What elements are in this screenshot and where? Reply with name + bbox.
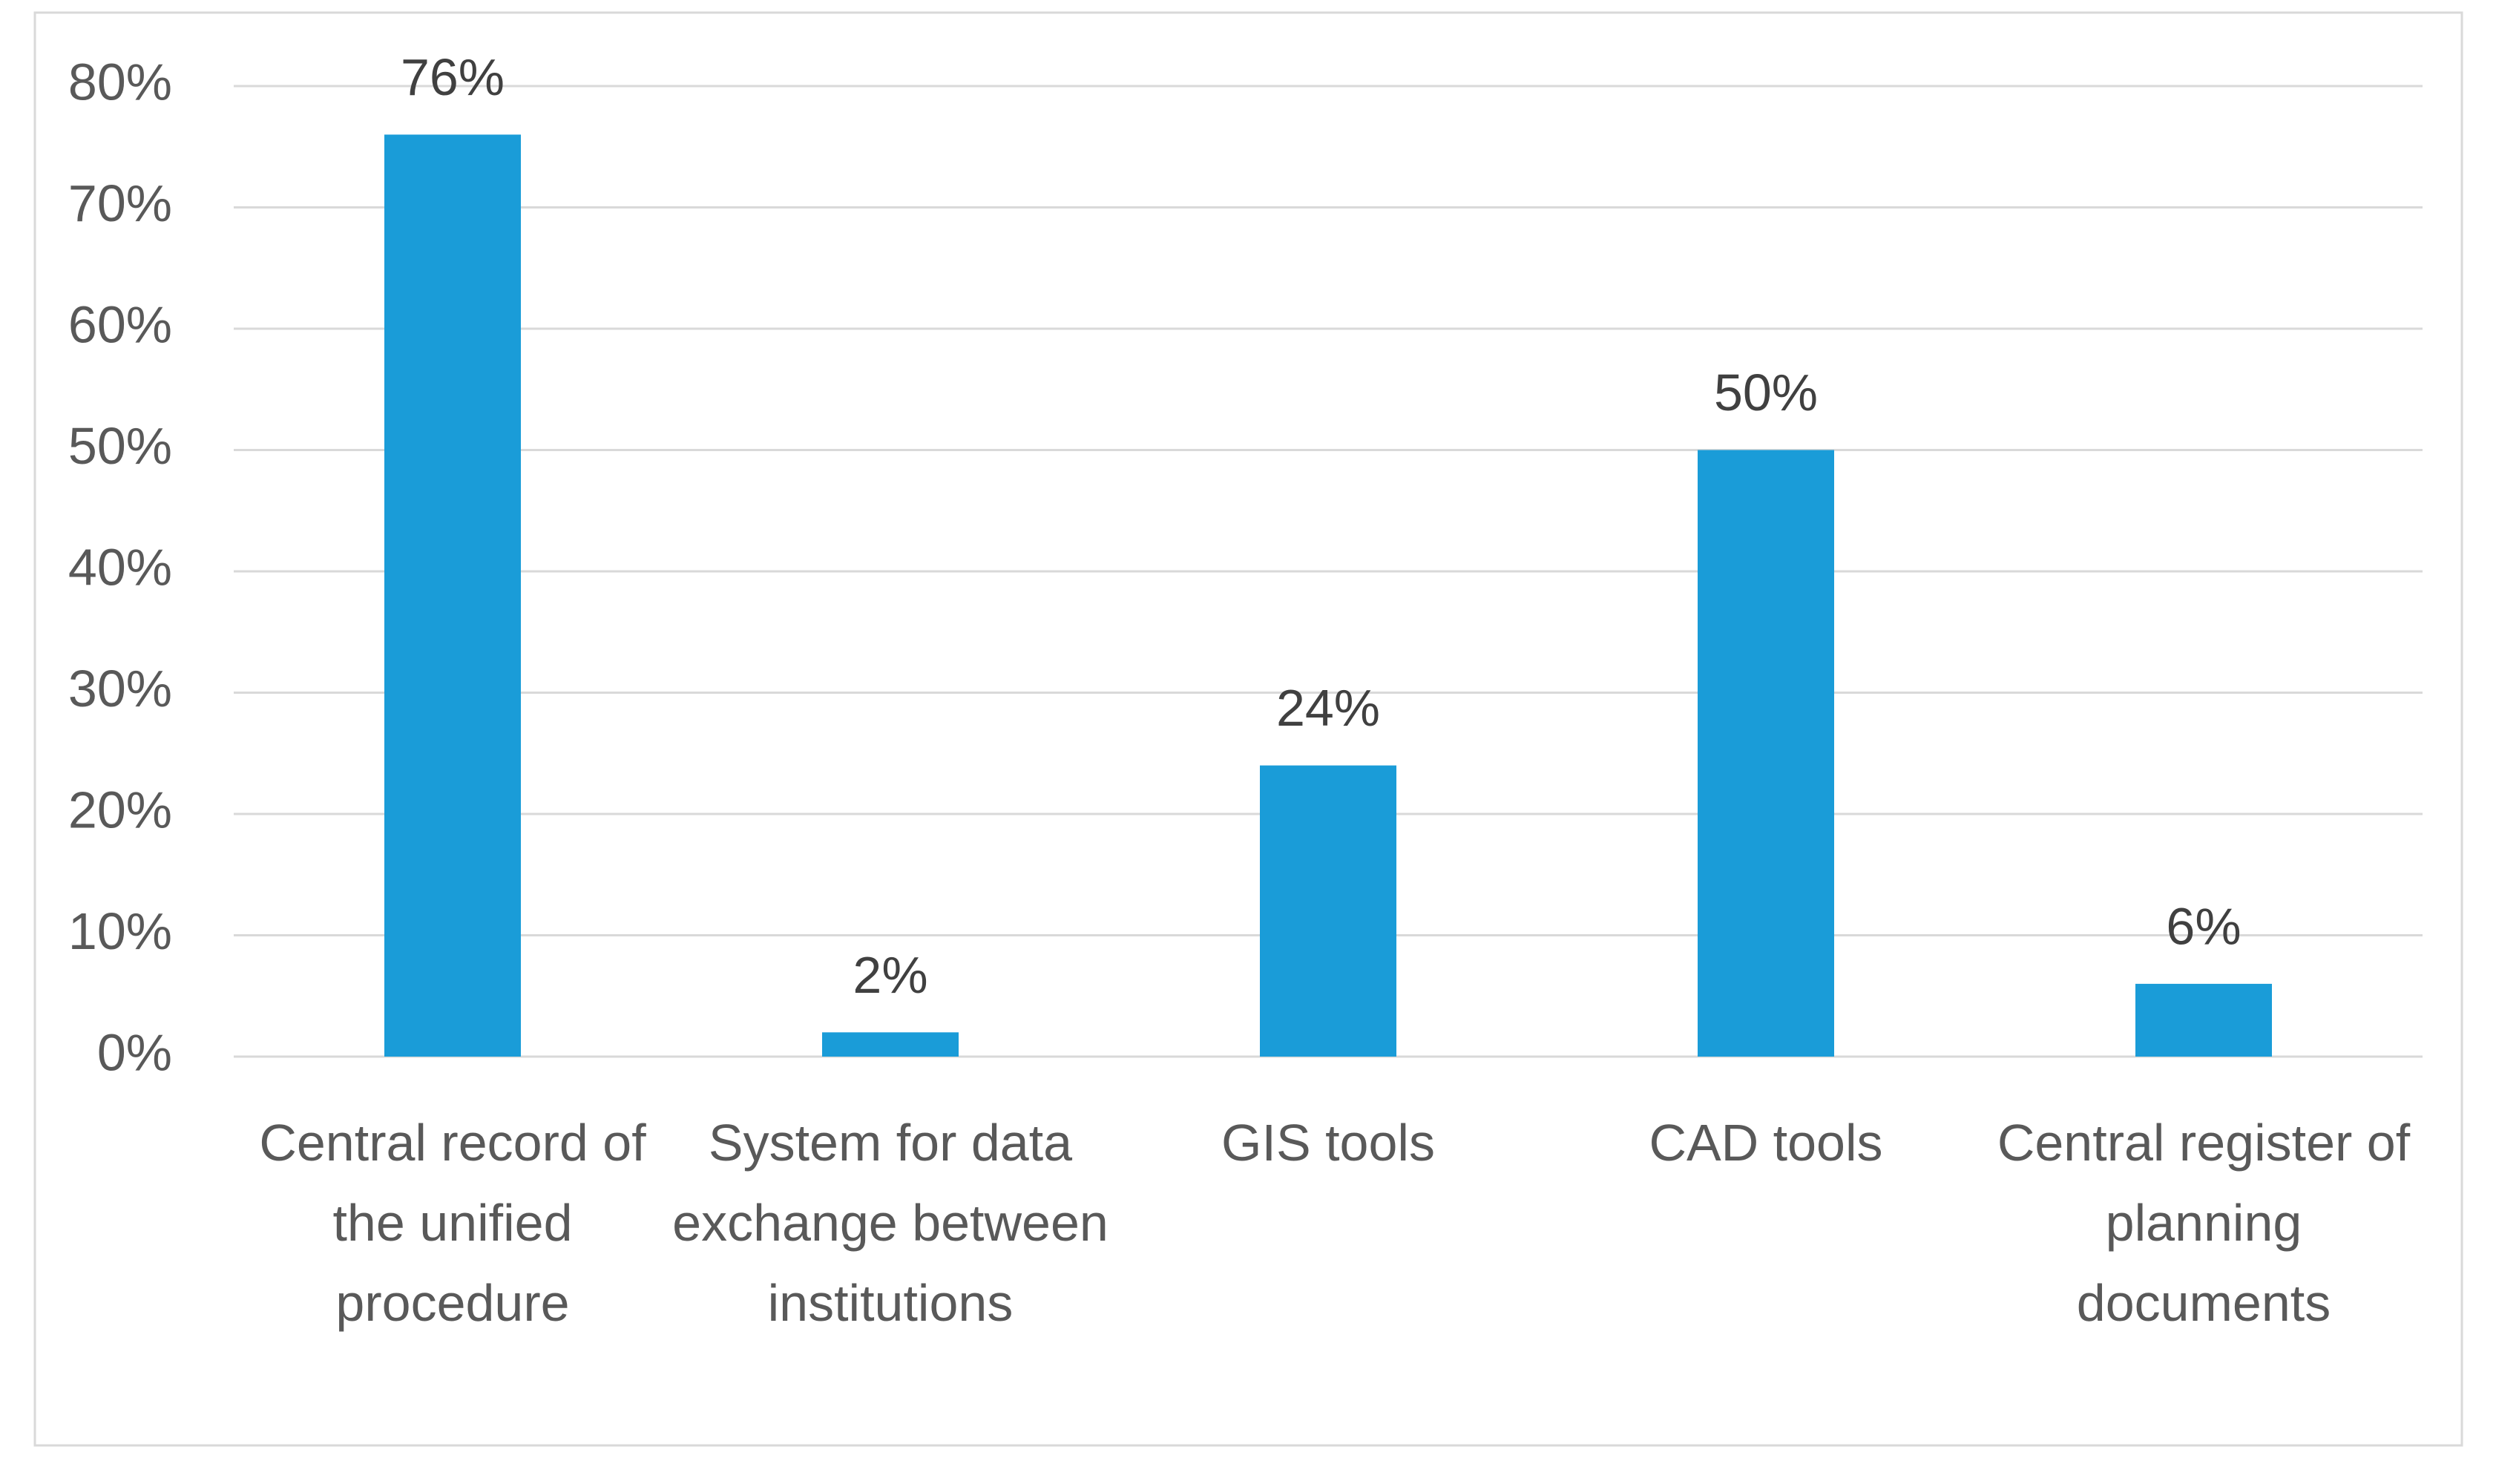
y-tick-label: 20%	[68, 781, 172, 838]
data-label: 50%	[1714, 364, 1818, 421]
x-tick-label-box: Central record of the unified procedure	[259, 1114, 646, 1332]
y-tick-label: 10%	[68, 902, 172, 960]
x-tick-label-box: System for data exchange between institu…	[672, 1114, 1109, 1332]
bar	[2135, 983, 2272, 1057]
data-label: 2%	[853, 946, 927, 1004]
y-tick-label: 40%	[68, 538, 172, 596]
x-tick-label: Central record of the unified procedure	[259, 1114, 646, 1332]
y-tick-label: 60%	[68, 295, 172, 353]
y-tick-label: 70%	[68, 174, 172, 232]
x-tick-label-box: GIS tools	[1221, 1114, 1435, 1172]
x-tick-label: CAD tools	[1649, 1114, 1883, 1172]
data-label: 24%	[1276, 679, 1380, 737]
bar	[1260, 765, 1396, 1057]
x-tick-label: Central register of planning documents	[1997, 1114, 2411, 1332]
data-label: 6%	[2166, 897, 2241, 955]
x-tick-label: GIS tools	[1221, 1114, 1435, 1172]
x-tick-label-box: Central register of planning documents	[1997, 1114, 2411, 1332]
x-tick-label: System for data exchange between institu…	[672, 1114, 1109, 1332]
y-tick-label: 30%	[68, 660, 172, 718]
y-tick-label: 50%	[68, 417, 172, 475]
data-label: 76%	[401, 48, 505, 106]
bar	[822, 1032, 959, 1057]
y-tick-label: 80%	[68, 53, 172, 111]
bar	[384, 134, 521, 1057]
bar	[1698, 450, 1834, 1057]
y-tick-label: 0%	[97, 1023, 172, 1081]
x-tick-label-box: CAD tools	[1649, 1114, 1883, 1172]
